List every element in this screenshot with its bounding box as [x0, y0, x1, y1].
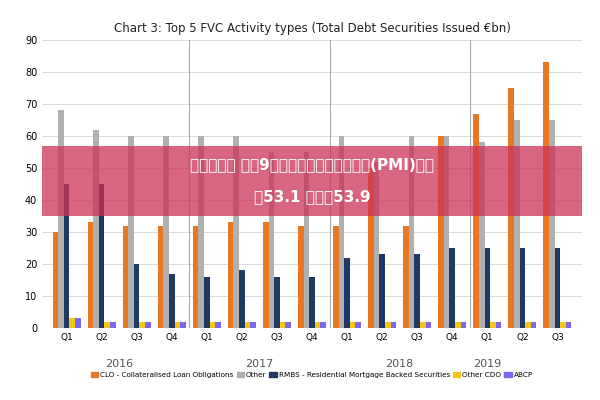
Bar [175, 322, 180, 328]
Bar [134, 264, 139, 328]
Bar [280, 322, 286, 328]
Bar [490, 322, 496, 328]
Bar [444, 136, 449, 328]
Bar [298, 226, 304, 328]
Bar [544, 62, 549, 328]
Bar [368, 168, 374, 328]
Bar [566, 322, 571, 328]
Bar [228, 222, 233, 328]
Bar [58, 110, 64, 328]
Text: 2019: 2019 [473, 358, 502, 368]
Bar [180, 322, 186, 328]
Bar [531, 322, 536, 328]
Bar [350, 322, 355, 328]
Bar [245, 322, 250, 328]
Bar [455, 322, 461, 328]
Bar [315, 322, 320, 328]
Bar [385, 322, 391, 328]
Bar [104, 322, 110, 328]
Bar [304, 152, 309, 328]
Bar [274, 277, 280, 328]
Bar [75, 318, 80, 328]
Bar [379, 254, 385, 328]
Bar [139, 322, 145, 328]
Bar [420, 322, 425, 328]
Bar [320, 322, 326, 328]
Bar [461, 322, 466, 328]
Bar [438, 136, 444, 328]
Bar [110, 322, 116, 328]
Text: 结构化配资 日本9月服务业采购经理人指数(PMI)终值: 结构化配资 日本9月服务业采购经理人指数(PMI)终值 [190, 158, 434, 172]
Title: Chart 3: Top 5 FVC Activity types (Total Debt Securities Issued €bn): Chart 3: Top 5 FVC Activity types (Total… [113, 22, 511, 35]
Bar [425, 322, 431, 328]
Bar [520, 248, 525, 328]
Bar [449, 248, 455, 328]
Bar [525, 322, 531, 328]
Bar [88, 222, 93, 328]
Bar [391, 322, 396, 328]
Bar [333, 226, 338, 328]
Bar [514, 120, 520, 328]
Bar [263, 222, 269, 328]
Bar [209, 322, 215, 328]
Bar [99, 184, 104, 328]
Bar [70, 318, 75, 328]
Bar [53, 232, 58, 328]
Bar [193, 226, 199, 328]
Text: 为53.1 初值为53.9: 为53.1 初值为53.9 [254, 189, 370, 204]
Bar [344, 258, 350, 328]
Bar [286, 322, 291, 328]
Text: 2017: 2017 [245, 358, 274, 368]
Bar [250, 322, 256, 328]
Bar [473, 114, 479, 328]
Bar [163, 136, 169, 328]
Bar [199, 136, 204, 328]
Bar [145, 322, 151, 328]
Bar [508, 88, 514, 328]
Bar [158, 226, 163, 328]
Legend: CLO - Collateralised Loan Obligations, Other, RMBS - Residential Mortgage Backed: CLO - Collateralised Loan Obligations, O… [88, 369, 536, 381]
Bar [415, 254, 420, 328]
Bar [269, 152, 274, 328]
Bar [355, 322, 361, 328]
Bar [215, 322, 221, 328]
Bar [496, 322, 502, 328]
Bar [233, 136, 239, 328]
Bar [42, 146, 582, 216]
Bar [309, 277, 315, 328]
Bar [64, 184, 70, 328]
Bar [549, 120, 554, 328]
Bar [338, 136, 344, 328]
Bar [128, 136, 134, 328]
Bar [204, 277, 209, 328]
Bar [169, 274, 175, 328]
Bar [93, 130, 99, 328]
Text: 2016: 2016 [105, 358, 133, 368]
Bar [374, 162, 379, 328]
Bar [239, 270, 245, 328]
Bar [122, 226, 128, 328]
Bar [409, 136, 415, 328]
Bar [560, 322, 566, 328]
Text: 2018: 2018 [386, 358, 414, 368]
Bar [479, 142, 485, 328]
Bar [485, 248, 490, 328]
Bar [403, 226, 409, 328]
Bar [554, 248, 560, 328]
